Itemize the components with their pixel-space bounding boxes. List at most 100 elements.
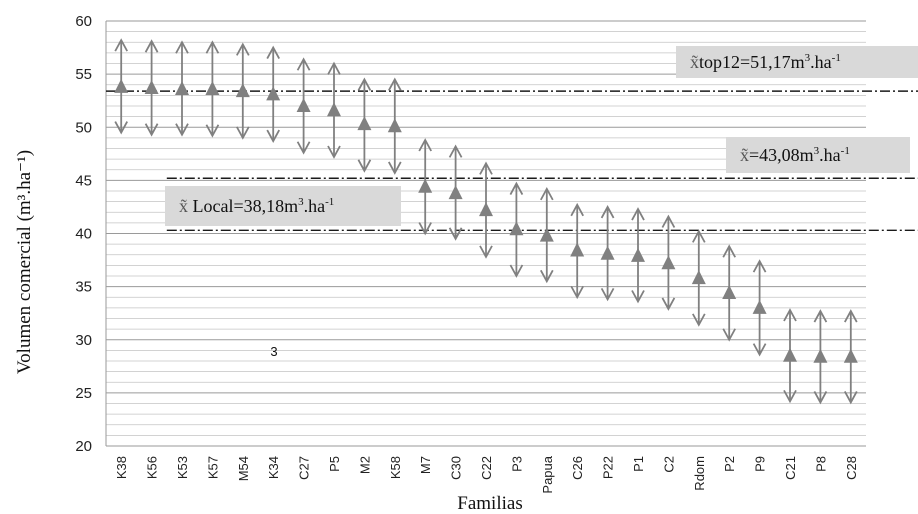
x-tick-label: C21: [783, 456, 798, 480]
error-bar-lower-head: [540, 269, 554, 284]
error-bar-upper-head: [661, 214, 676, 228]
error-bar-lower-head: [783, 389, 797, 404]
error-bar-lower-head: [752, 343, 767, 357]
error-bar-lower-head: [692, 313, 706, 327]
x-tick-label: K34: [266, 456, 281, 479]
data-point: [448, 185, 463, 200]
error-bar-upper-head: [236, 42, 250, 56]
data-point: [387, 118, 402, 133]
x-tick-label: Rdom: [692, 456, 707, 491]
error-bar-upper-head: [479, 161, 493, 175]
error-bar-upper-head: [509, 181, 524, 195]
data-point: [570, 242, 585, 257]
annotation: x̃top12=51,17m3.ha-1: [676, 46, 918, 78]
x-tick-label: C30: [449, 456, 464, 480]
data-point: [114, 78, 129, 93]
x-tick-label: P5: [327, 456, 342, 472]
data-point: [327, 102, 341, 117]
x-tick-label: K58: [388, 456, 403, 479]
error-bar-upper-head: [752, 259, 767, 273]
error-bar-lower-head: [205, 124, 220, 138]
x-tick-label: P8: [813, 456, 828, 472]
data-point: [175, 81, 189, 95]
data-point: [479, 202, 493, 217]
y-axis-label: Volumen comercial (m³.ha⁻¹): [14, 150, 35, 374]
data-point: [631, 247, 645, 262]
x-tick-label: M54: [236, 456, 251, 481]
x-tick-label: C26: [570, 456, 585, 480]
annotation-box: [676, 46, 918, 78]
error-bar-lower-head: [418, 222, 432, 236]
annotation: x̃=43,08m3.ha-1: [726, 137, 910, 173]
x-tick-label: Papua: [540, 455, 555, 493]
error-bar-upper-head: [722, 244, 736, 258]
x-tick-label: P2: [722, 456, 737, 472]
error-bar-upper-head: [114, 38, 128, 52]
x-tick-label: M7: [418, 456, 433, 474]
y-tick-label: 50: [75, 119, 92, 136]
data-point: [691, 270, 706, 285]
error-bar-lower-head: [144, 123, 159, 137]
annotations: x̃top12=51,17m3.ha-1 x̃=43,08m3.ha-1 x̃ Lo…: [165, 46, 918, 226]
error-bar-upper-head: [570, 202, 584, 217]
error-bar-upper-head: [144, 39, 159, 53]
x-tick-label: P3: [509, 456, 524, 472]
error-bar-upper-head: [600, 205, 615, 219]
annotation-box: [726, 137, 910, 173]
y-tick-label: 60: [75, 13, 92, 30]
y-tick-label: 20: [75, 438, 92, 455]
data-point: [783, 347, 797, 362]
x-tick-label: P22: [601, 456, 616, 479]
stray-text: 3: [270, 344, 277, 359]
x-tick-label: C2: [661, 456, 676, 473]
x-tick-label: P1: [631, 456, 646, 472]
x-tick-label: K56: [145, 456, 160, 479]
annotation-text: x̃top12=51,17m3.ha-1: [690, 52, 841, 72]
error-bar-lower-head: [600, 287, 615, 302]
y-tick-label: 40: [75, 226, 92, 243]
y-tick-label: 35: [75, 279, 92, 296]
error-bar-lower-head: [296, 141, 311, 155]
error-bar-lower-head: [844, 391, 858, 405]
error-bar-lower-head: [175, 123, 189, 137]
data-point: [509, 221, 524, 236]
error-bar-upper-head: [357, 77, 372, 91]
data-point: [752, 299, 767, 314]
data-point: [266, 86, 281, 101]
data-point: [235, 83, 250, 98]
x-tick-label: C22: [479, 456, 494, 480]
error-bar-lower-head: [509, 264, 524, 278]
error-bar-lower-head: [631, 290, 645, 304]
error-bar-upper-head: [205, 40, 220, 54]
error-bar-upper-head: [692, 229, 706, 243]
error-bar-lower-head: [114, 121, 128, 135]
annotation: x̃ Local=38,18m3.ha-1: [165, 186, 401, 226]
error-bar-upper-head: [418, 138, 432, 152]
error-bar-lower-head: [357, 159, 372, 173]
data-point: [418, 178, 433, 193]
data-point: [357, 116, 372, 131]
x-tick-label: K53: [175, 456, 190, 479]
data-point: [539, 227, 554, 242]
error-bar-upper-head: [448, 144, 463, 158]
data-point: [843, 348, 858, 363]
data-point: [600, 245, 615, 260]
x-tick-label: C27: [297, 456, 312, 480]
x-tick-label: K57: [205, 456, 220, 479]
error-bar-upper-head: [296, 57, 311, 71]
error-bar-lower-head: [813, 391, 828, 405]
annotation-text: x̃=43,08m3.ha-1: [740, 145, 850, 165]
y-tick-label: 55: [75, 66, 92, 83]
error-bar-lower-head: [327, 145, 341, 159]
error-bar-lower-head: [266, 129, 280, 143]
data-point: [144, 79, 159, 94]
error-bar-upper-head: [631, 207, 645, 221]
x-tick-label: K38: [114, 456, 129, 479]
error-bar-lower-head: [570, 285, 584, 300]
data-point: [296, 98, 311, 112]
error-bar-lower-head: [236, 126, 250, 140]
error-bar-upper-head: [327, 61, 341, 75]
y-tick-label: 25: [75, 385, 92, 402]
error-bar-upper-head: [388, 77, 402, 91]
